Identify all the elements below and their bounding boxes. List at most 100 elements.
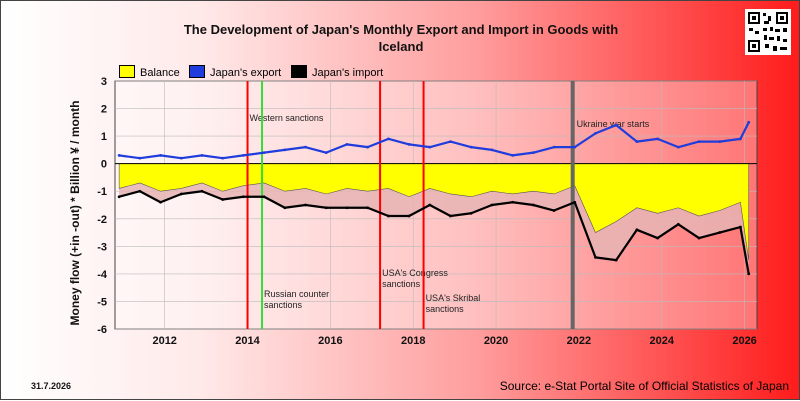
export-point — [138, 156, 142, 160]
import-point — [635, 228, 639, 232]
import-point — [159, 200, 162, 204]
import-point — [366, 206, 370, 210]
x-tick-label: 2018 — [401, 335, 425, 347]
import-point — [511, 200, 515, 204]
y-tick-label: 1 — [101, 131, 107, 143]
import-point — [697, 236, 701, 240]
event-label: Western sanctions — [250, 113, 324, 123]
export-point — [490, 148, 494, 152]
y-tick-label: -5 — [97, 296, 107, 308]
export-point — [242, 154, 245, 157]
x-tick-label: 2014 — [235, 335, 260, 347]
balance-import-band — [119, 182, 749, 274]
event-label: Russian counter sanctions — [264, 289, 329, 310]
export-point — [676, 145, 680, 149]
export-point — [635, 140, 639, 144]
legend-swatch-export — [189, 65, 205, 78]
import-point — [324, 206, 328, 210]
legend-item-export: Japan's export — [189, 65, 281, 79]
legend-item-balance: Balance — [119, 65, 180, 79]
import-point — [531, 203, 535, 207]
import-point — [449, 214, 452, 218]
x-tick-label: 2012 — [152, 335, 176, 347]
date-stamp: 31.7.2026 — [31, 381, 72, 391]
y-tick-label: -1 — [97, 186, 107, 198]
import-point — [469, 211, 473, 215]
import-point — [407, 214, 411, 218]
event-label: USA's Skribal sanctions — [426, 293, 481, 314]
export-point — [511, 154, 515, 157]
x-tick-label: 2026 — [732, 335, 756, 347]
balance-area — [118, 163, 750, 261]
export-point — [200, 154, 204, 157]
import-point — [676, 222, 680, 226]
x-tick-label: 2024 — [649, 335, 674, 347]
import-line — [118, 190, 750, 275]
legend-item-import: Japan's import — [291, 65, 383, 79]
legend-swatch-import — [291, 65, 307, 78]
export-point — [366, 145, 370, 149]
export-point — [324, 151, 328, 155]
title-line-2: Iceland — [378, 39, 424, 54]
source-note: Source: e-Stat Portal Site of Official S… — [499, 379, 789, 393]
import-point — [138, 189, 142, 193]
import-point — [656, 236, 659, 240]
export-point — [718, 140, 722, 144]
import-point — [739, 225, 742, 229]
import-point — [718, 231, 722, 234]
import-point — [490, 203, 494, 207]
export-point — [697, 140, 701, 144]
y-tick-label: -6 — [97, 324, 107, 336]
export-point — [304, 145, 307, 149]
legend-swatch-balance — [119, 65, 135, 78]
chart-title: The Development of Japan's Monthly Expor… — [151, 21, 651, 55]
export-point — [283, 148, 287, 152]
export-point — [594, 131, 597, 135]
export-point — [747, 120, 751, 124]
export-point — [386, 137, 390, 141]
export-point — [449, 140, 452, 144]
x-tick-label: 2016 — [318, 335, 342, 347]
import-point — [179, 192, 183, 196]
export-point — [117, 154, 121, 157]
export-point — [552, 145, 556, 149]
import-point — [221, 198, 225, 201]
export-point — [407, 142, 411, 146]
export-point — [428, 145, 432, 149]
legend-label-balance: Balance — [140, 67, 180, 79]
import-point — [283, 206, 287, 210]
event-label: USA's Congress sanctions — [382, 268, 448, 289]
import-point — [747, 272, 751, 276]
y-tick-label: 0 — [101, 159, 107, 171]
import-point — [117, 195, 121, 199]
import-point — [242, 195, 245, 199]
export-point — [179, 156, 183, 160]
event-label: Ukraine war starts — [577, 119, 650, 129]
export-point — [345, 142, 349, 146]
export-point — [573, 145, 577, 149]
import-point — [428, 203, 432, 207]
import-point — [304, 203, 307, 207]
import-point — [262, 195, 266, 199]
title-line-1: The Development of Japan's Monthly Expor… — [183, 22, 619, 37]
y-tick-label: -3 — [97, 241, 107, 253]
import-point — [614, 258, 618, 262]
export-point — [614, 123, 618, 127]
legend-label-export: Japan's export — [210, 67, 282, 79]
export-point — [531, 151, 535, 155]
y-tick-label: -4 — [97, 269, 108, 281]
y-tick-label: 3 — [101, 76, 107, 88]
export-point — [221, 156, 225, 160]
export-point — [262, 151, 266, 155]
export-point — [656, 137, 659, 141]
import-point — [594, 255, 597, 259]
import-point — [200, 189, 204, 193]
legend-label-import: Japan's import — [312, 67, 384, 79]
export-point — [159, 154, 162, 157]
import-point — [386, 214, 390, 218]
export-point — [739, 137, 742, 141]
y-tick-label: -2 — [97, 214, 107, 226]
import-point — [345, 206, 349, 210]
